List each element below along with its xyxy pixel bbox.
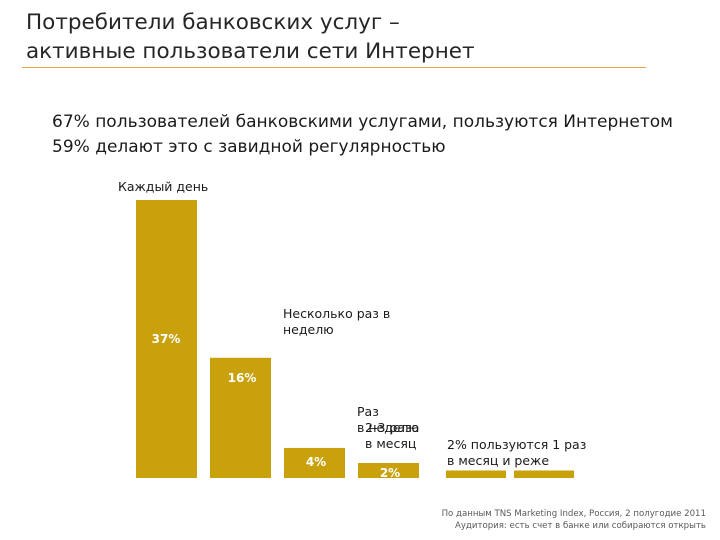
bar-1-value-label: 16% — [228, 371, 257, 385]
source-line-1: По данным TNS Marketing Index, Россия, 2… — [441, 509, 706, 519]
bar-2 — [284, 447, 345, 478]
category-label-0: Каждый день — [118, 179, 208, 194]
bar-3 — [358, 462, 419, 478]
category-label-2: Раз в неделю — [357, 404, 419, 435]
summary-text: 67% пользователей банковскими услугами, … — [52, 110, 712, 160]
category-label-3: 2-3 раза в месяц — [365, 420, 419, 451]
bar-3-value-label: 2% — [380, 466, 400, 480]
bar-2-value-label: 4% — [306, 455, 326, 469]
bar-4-segment-1 — [514, 470, 574, 478]
bar-0 — [136, 200, 197, 478]
bar-4-segment-0 — [446, 470, 506, 478]
source-line-2: Аудитория: есть счет в банке или собираю… — [454, 521, 706, 531]
source-note: По данным TNS Marketing Index, Россия, 2… — [286, 508, 706, 532]
summary-line-2: 59% делают это с завидной регулярностью — [52, 137, 446, 157]
bar-1 — [210, 357, 271, 478]
title-divider — [22, 67, 646, 68]
page-title: Потребители банковских услуг – активные … — [26, 10, 475, 64]
category-label-4: 2% пользуются 1 раз в месяц и реже — [447, 437, 586, 468]
bar-0-value-label: 37% — [152, 332, 181, 346]
summary-line-1: 67% пользователей банковскими услугами, … — [52, 112, 673, 132]
category-label-1: Несколько раз в неделю — [283, 306, 390, 337]
